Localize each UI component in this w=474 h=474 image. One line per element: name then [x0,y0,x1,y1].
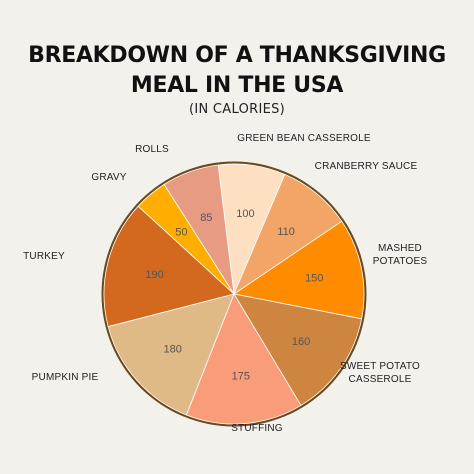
category-label-rolls: ROLLS [135,144,169,155]
slice-value-gravy: 50 [175,226,187,238]
category-label-line: ROLLS [135,144,169,155]
category-label-line: STUFFING [231,423,283,434]
slice-value-sweet-potato-casserole: 160 [292,336,310,348]
slice-value-stuffing: 175 [232,371,250,383]
slice-value-rolls: 85 [200,212,212,224]
category-label-pumpkin-pie: PUMPKIN PIE [32,372,99,383]
pie-slice-sweet-potato-casserole [233,293,363,406]
category-label-line: SWEET POTATO [340,361,420,372]
category-label-line: TURKEY [23,251,65,262]
category-label-gravy: GRAVY [91,172,126,183]
category-label-turkey: TURKEY [23,251,65,262]
slice-value-turkey: 190 [145,269,163,281]
chart-title-line-2: MEAL IN THE USA [130,73,344,98]
pie-slice-turkey [103,205,235,328]
category-label-line: MASHED [378,243,422,254]
slice-value-green-bean-casserole: 100 [236,208,254,220]
chart-title-line-1: BREAKDOWN OF A THANKSGIVING [28,43,446,68]
category-label-cranberry-sauce: CRANBERRY SAUCE [315,161,418,172]
category-label-line: CRANBERRY SAUCE [315,161,418,172]
slice-value-pumpkin-pie: 180 [163,343,181,355]
category-label-line: PUMPKIN PIE [32,372,99,383]
category-label-line: POTATOES [373,256,428,267]
pie-slice-stuffing [185,293,302,425]
slice-value-cranberry-sauce: 110 [277,226,295,238]
category-label-line: CASSEROLE [349,374,412,385]
category-label-green-bean-casserole: GREEN BEAN CASSEROLE [237,133,371,144]
category-label-sweet-potato-casserole: SWEET POTATO CASSEROLE [340,361,420,385]
category-label-mashed-potatoes: MASHED POTATOES [373,243,428,267]
slice-value-mashed-potatoes: 150 [305,273,323,285]
category-label-line: GREEN BEAN CASSEROLE [237,133,371,144]
pie-slice-pumpkin-pie [107,293,235,416]
category-label-line: GRAVY [91,172,126,183]
category-label-stuffing: STUFFING [231,423,283,434]
chart-subtitle: (IN CALORIES) [188,102,286,117]
pie-slice-mashed-potatoes [232,220,365,320]
pie-slice-rolls [163,164,235,295]
